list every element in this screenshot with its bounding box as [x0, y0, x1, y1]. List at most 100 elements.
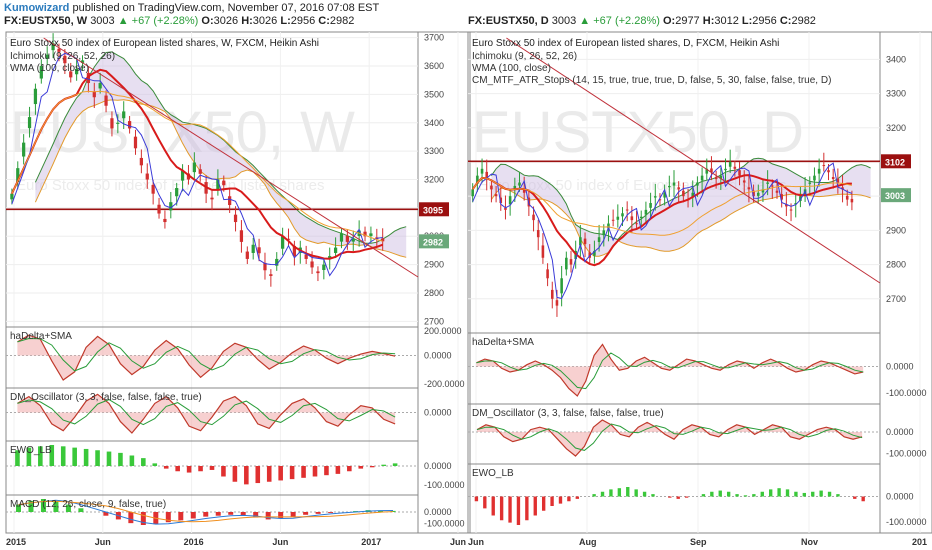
right-high: 3012	[714, 15, 739, 27]
right-candle-body	[817, 168, 821, 174]
right-panel-bar	[642, 491, 647, 497]
left-candle-body	[92, 91, 96, 98]
left-panel-bar	[303, 512, 309, 515]
left-panel-bar	[378, 510, 384, 512]
left-panel-bar	[40, 499, 46, 512]
left-candle-body	[216, 179, 220, 191]
left-candle-body	[22, 142, 26, 157]
left-panel-tick-label: -200.0000	[424, 379, 465, 389]
right-panel-bar	[802, 492, 807, 497]
left-macd-signal-line	[18, 500, 394, 523]
left-panel-bar	[315, 512, 321, 514]
right-panel-title: haDelta+SMA	[472, 337, 534, 348]
left-price-tag	[419, 202, 449, 217]
left-candle-body	[63, 55, 67, 64]
left-panel-bar	[103, 512, 109, 516]
right-candle-body	[607, 223, 610, 229]
left-panel-bar	[221, 466, 226, 477]
left-panel-bar	[358, 466, 364, 469]
right-candle-body	[668, 185, 671, 188]
author-link[interactable]: Kumowizard	[4, 2, 70, 14]
right-panel-bar	[491, 496, 495, 516]
right-candle-body	[841, 187, 844, 190]
left-chart-title: Euro Stoxx 50 index of European listed s…	[10, 38, 319, 49]
left-ichimoku-cloud	[35, 51, 407, 258]
right-candle-body	[822, 165, 826, 167]
left-macd-line	[18, 499, 394, 525]
left-panel-bar	[49, 445, 55, 466]
right-candle-body	[771, 185, 774, 187]
left-panel-bar	[392, 463, 398, 466]
right-candle-body	[813, 175, 816, 181]
left-panel-bar	[324, 466, 329, 476]
left-candle-body	[292, 245, 297, 257]
right-candle-body	[644, 209, 648, 215]
right-senkou-a-line	[490, 157, 871, 241]
right-candle-body	[794, 203, 798, 205]
publish-header: Kumowizard published on TradingView.com,…	[4, 2, 379, 14]
left-low: 2956	[290, 15, 316, 27]
right-candle-body	[471, 189, 474, 197]
left-panel-tick-label: 0.0000	[424, 408, 452, 418]
right-candle-body	[621, 213, 624, 217]
left-panel-bar	[178, 512, 184, 521]
left-candle-body	[157, 204, 161, 214]
left-y-tick-label: 2700	[424, 316, 444, 326]
right-y-tick-label: 2900	[886, 225, 906, 235]
right-panel-tick-label: -100.0000	[886, 449, 927, 459]
left-panel-bar	[128, 512, 134, 524]
right-panel-bar	[811, 491, 815, 497]
right-candle-body	[536, 230, 540, 238]
right-panel-bar	[567, 496, 571, 502]
left-panel-bar	[26, 447, 32, 466]
left-o-label: O:	[201, 15, 214, 27]
right-candle-body	[831, 177, 835, 180]
left-last: 3003	[90, 15, 115, 27]
left-panel-bar	[390, 510, 396, 512]
left-senkou-a-line	[34, 51, 407, 244]
left-y-tick-label: 2900	[424, 260, 444, 270]
right-candle-body	[747, 187, 751, 190]
left-panel-bar	[347, 466, 352, 472]
left-panel-bar	[15, 450, 20, 466]
right-candle-body	[827, 170, 830, 173]
right-panel-bar	[617, 488, 622, 497]
right-candle-body	[504, 207, 507, 210]
right-candle-body	[785, 204, 788, 207]
right-panel-bar	[609, 489, 613, 497]
left-candle-body	[151, 184, 155, 194]
right-panel-tick-label: -100.0000	[886, 517, 927, 527]
right-candle-body	[719, 175, 723, 179]
left-panel-title: MACD (12, 26, close, 9, false, true)	[10, 499, 166, 510]
right-panel-bar	[592, 494, 596, 497]
right-candle-body	[550, 289, 554, 299]
left-candle-body	[333, 247, 338, 253]
left-y-tick-label: 3400	[424, 118, 444, 128]
right-candle-body	[691, 192, 695, 198]
left-candle-body	[33, 88, 38, 105]
right-panel-bar	[558, 496, 563, 504]
right-candle-body	[808, 182, 812, 184]
left-panel-bar	[78, 508, 84, 512]
right-candle-body	[602, 230, 606, 236]
left-panel-bar	[28, 500, 34, 512]
left-panel-bar	[163, 466, 169, 469]
left-panel-bar	[190, 512, 196, 519]
left-panel-bar	[278, 512, 284, 519]
left-wma-line	[11, 90, 383, 242]
left-candle-body	[381, 238, 385, 242]
left-panel-bar	[175, 466, 180, 472]
left-panel-bar	[265, 512, 271, 520]
left-x-tick-label: 2017	[361, 537, 381, 547]
right-y-tick-label: 2700	[886, 294, 906, 304]
right-candle-body	[611, 219, 615, 221]
right-candle-body	[705, 168, 709, 174]
left-candle-body	[51, 43, 55, 51]
right-panel-bar	[676, 496, 680, 499]
right-panel-bar	[525, 496, 529, 521]
right-panel-bar	[777, 488, 781, 497]
left-candle-body	[57, 48, 61, 52]
right-x-tick-label: Aug	[579, 537, 597, 547]
right-x-tick-label: Sep	[690, 537, 707, 547]
